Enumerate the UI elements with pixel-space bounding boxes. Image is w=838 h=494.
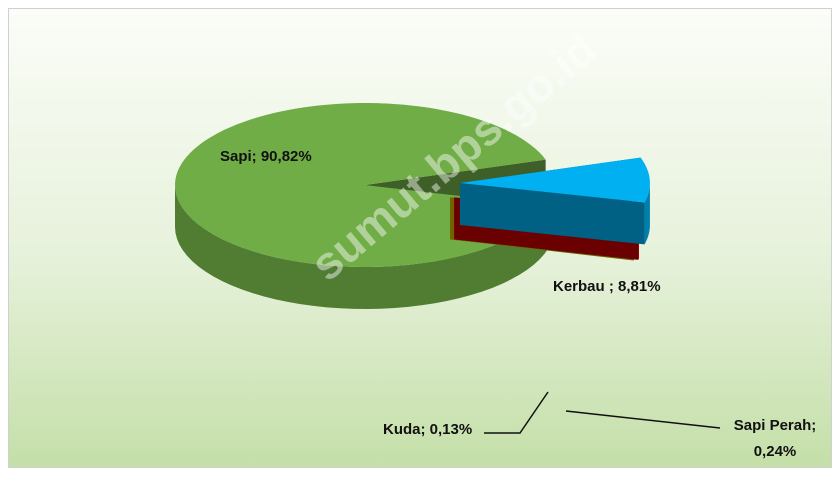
data-label: Sapi Perah; 0,24% — [733, 417, 817, 460]
leader-line — [565, 410, 721, 429]
slice-side — [175, 185, 549, 309]
data-label: Sapi; 90,82% — [220, 148, 312, 165]
data-label: Kuda; 0,13% — [383, 421, 473, 438]
leader-line — [484, 391, 549, 434]
slice-side — [644, 183, 650, 245]
slice-face — [459, 183, 645, 245]
data-label: Kerbau ; 8,81% — [553, 278, 661, 295]
slice — [459, 157, 650, 203]
